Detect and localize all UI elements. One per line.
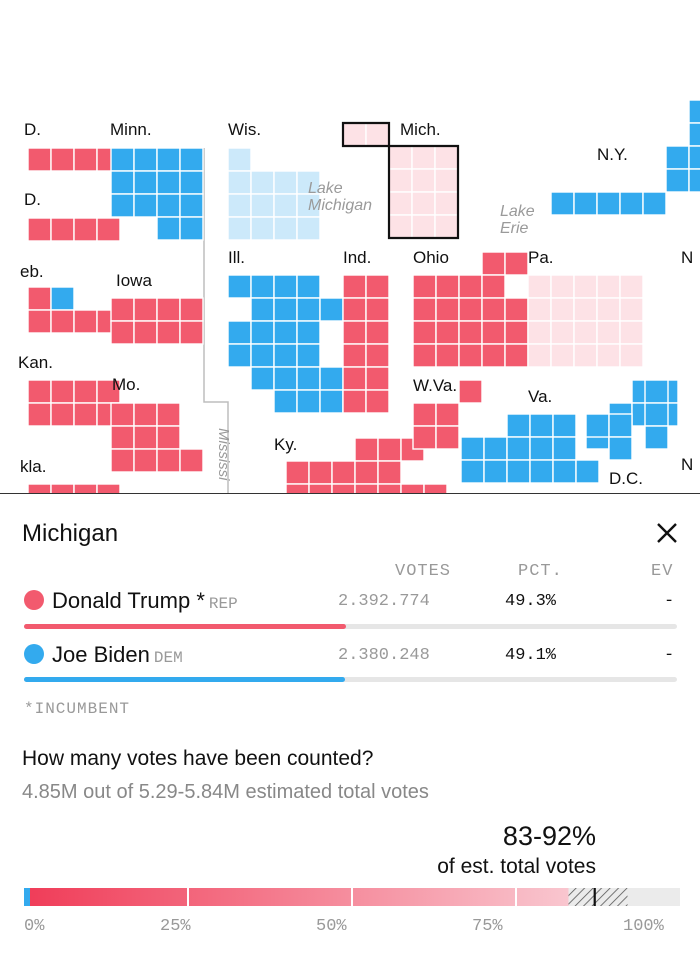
- state-tile-wis[interactable]: [227, 147, 321, 241]
- leading-sliver: [24, 888, 30, 906]
- state-tile-okla[interactable]: [27, 483, 121, 494]
- counted-range-percent: 83-92%: [502, 821, 596, 851]
- progress-tick-0: 0%: [24, 917, 45, 936]
- state-tile-minn[interactable]: [110, 147, 204, 241]
- progress-tick-25: 25%: [160, 917, 191, 936]
- candidate-votes: 2.392.774: [338, 592, 430, 611]
- state-label-minn: Minn.: [110, 120, 152, 139]
- column-header-pct: PCT.: [518, 562, 563, 581]
- counted-fill: [24, 888, 569, 906]
- state-tile-kan[interactable]: [27, 379, 121, 427]
- state-label-ind: Ind.: [343, 248, 372, 267]
- party-label: DEM: [153, 649, 183, 667]
- candidate-pct: 49.1%: [505, 646, 557, 665]
- state-label-mo: Mo.: [112, 375, 141, 394]
- state-label-ky: Ky.: [274, 435, 298, 454]
- column-header-votes: VOTES: [395, 562, 452, 581]
- votes-counted-text: 4.85M out of 5.29-5.84M estimated total …: [22, 781, 429, 803]
- mississippi-river-label: Mississi: [215, 428, 232, 481]
- state-label-ohio: Ohio: [413, 248, 449, 267]
- column-header-ev: EV: [651, 562, 674, 581]
- candidate-pct: 49.3%: [505, 592, 557, 611]
- state-tile-mich[interactable]: [342, 122, 459, 239]
- vote-share-fill: [24, 624, 346, 629]
- state-label-iowa: Iowa: [116, 271, 152, 290]
- state-label-wis: Wis.: [228, 120, 262, 139]
- state-label-ill: Ill.: [228, 248, 245, 267]
- state-results-panel: Michigan VOTES PCT. EV Donald Trump * REP…: [0, 493, 700, 980]
- counted-range-caption: of est. total votes: [437, 855, 596, 878]
- votes-counted-progress-bar: [24, 888, 680, 906]
- state-tile-ny[interactable]: [550, 99, 700, 216]
- state-tile-ill[interactable]: [227, 274, 367, 414]
- candidate-name: Joe Biden DEM: [52, 642, 183, 667]
- candidate-ev: -: [664, 646, 675, 665]
- estimate-range: [568, 888, 628, 906]
- state-label-pa: Pa.: [528, 248, 554, 267]
- state-tile-pa[interactable]: [527, 274, 644, 368]
- incumbent-note: *INCUMBENT: [24, 700, 131, 718]
- close-icon[interactable]: [652, 518, 682, 548]
- rep-dot-icon: [24, 590, 44, 610]
- state-label-va: Va.: [528, 387, 553, 406]
- progress-tick-75: 75%: [472, 917, 503, 936]
- state-label-wva: W.Va.: [413, 376, 458, 395]
- state-tile-mo[interactable]: [110, 402, 204, 473]
- selected-state-outline: [341, 121, 460, 240]
- state-label-okla: kla.: [20, 457, 47, 476]
- state-label-dc: D.C.: [609, 469, 643, 488]
- state-tile-nc[interactable]: [585, 413, 633, 461]
- lake-michigan-label: Lake Michigan: [308, 180, 373, 214]
- state-tile-iowa[interactable]: [110, 297, 204, 345]
- dem-dot-icon: [24, 644, 44, 664]
- state-tile-sd[interactable]: [27, 217, 121, 242]
- state-tile-ind[interactable]: [342, 274, 390, 414]
- progress-tick-100: 100%: [623, 917, 664, 936]
- vote-share-bar-biden: [24, 677, 677, 682]
- state-label-sd: D.: [24, 190, 41, 209]
- vote-share-fill: [24, 677, 345, 682]
- state-tile-grid[interactable]: [0, 0, 700, 494]
- mississippi-river-line: [203, 148, 229, 494]
- vote-share-bar-trump: [24, 624, 677, 629]
- state-label-nd: D.: [24, 120, 41, 139]
- candidate-name: Donald Trump * REP: [52, 588, 238, 613]
- candidate-votes: 2.380.248: [338, 646, 430, 665]
- state-label-n2: N: [681, 455, 694, 474]
- state-tile-ne-east[interactable]: [644, 379, 669, 450]
- progress-graphic: [24, 888, 680, 906]
- state-tile-wva[interactable]: [412, 379, 483, 450]
- state-tile-nd[interactable]: [27, 147, 121, 172]
- progress-tick-50: 50%: [316, 917, 347, 936]
- party-label: REP: [208, 595, 238, 613]
- state-tile-ohio[interactable]: [412, 251, 529, 368]
- state-label-n1: N: [681, 248, 694, 267]
- candidate-ev: -: [664, 592, 675, 611]
- candidate-row-biden: Joe Biden DEM 2.380.248 49.1% -: [0, 642, 700, 682]
- state-label-mich: Mich.: [400, 120, 441, 139]
- election-map[interactable]: D. D. eb. Kan. kla. Minn. Iowa Mo. Wis. …: [0, 0, 700, 494]
- lake-erie-label: Lake Erie: [500, 203, 535, 237]
- state-label-kan: Kan.: [18, 353, 53, 372]
- panel-title: Michigan: [22, 520, 119, 547]
- votes-counted-question: How many votes have been counted?: [22, 747, 374, 770]
- state-tile-neb[interactable]: [27, 286, 121, 334]
- state-tile-va[interactable]: [460, 413, 600, 484]
- state-label-neb: eb.: [20, 262, 44, 281]
- state-label-ny: N.Y.: [597, 145, 628, 164]
- candidate-row-trump: Donald Trump * REP 2.392.774 49.3% -: [0, 588, 700, 628]
